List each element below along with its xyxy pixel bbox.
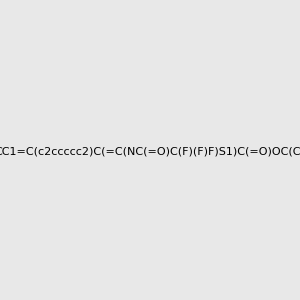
Text: CC1=C(c2ccccc2)C(=C(NC(=O)C(F)(F)F)S1)C(=O)OC(C)C: CC1=C(c2ccccc2)C(=C(NC(=O)C(F)(F)F)S1)C(… bbox=[0, 146, 300, 157]
